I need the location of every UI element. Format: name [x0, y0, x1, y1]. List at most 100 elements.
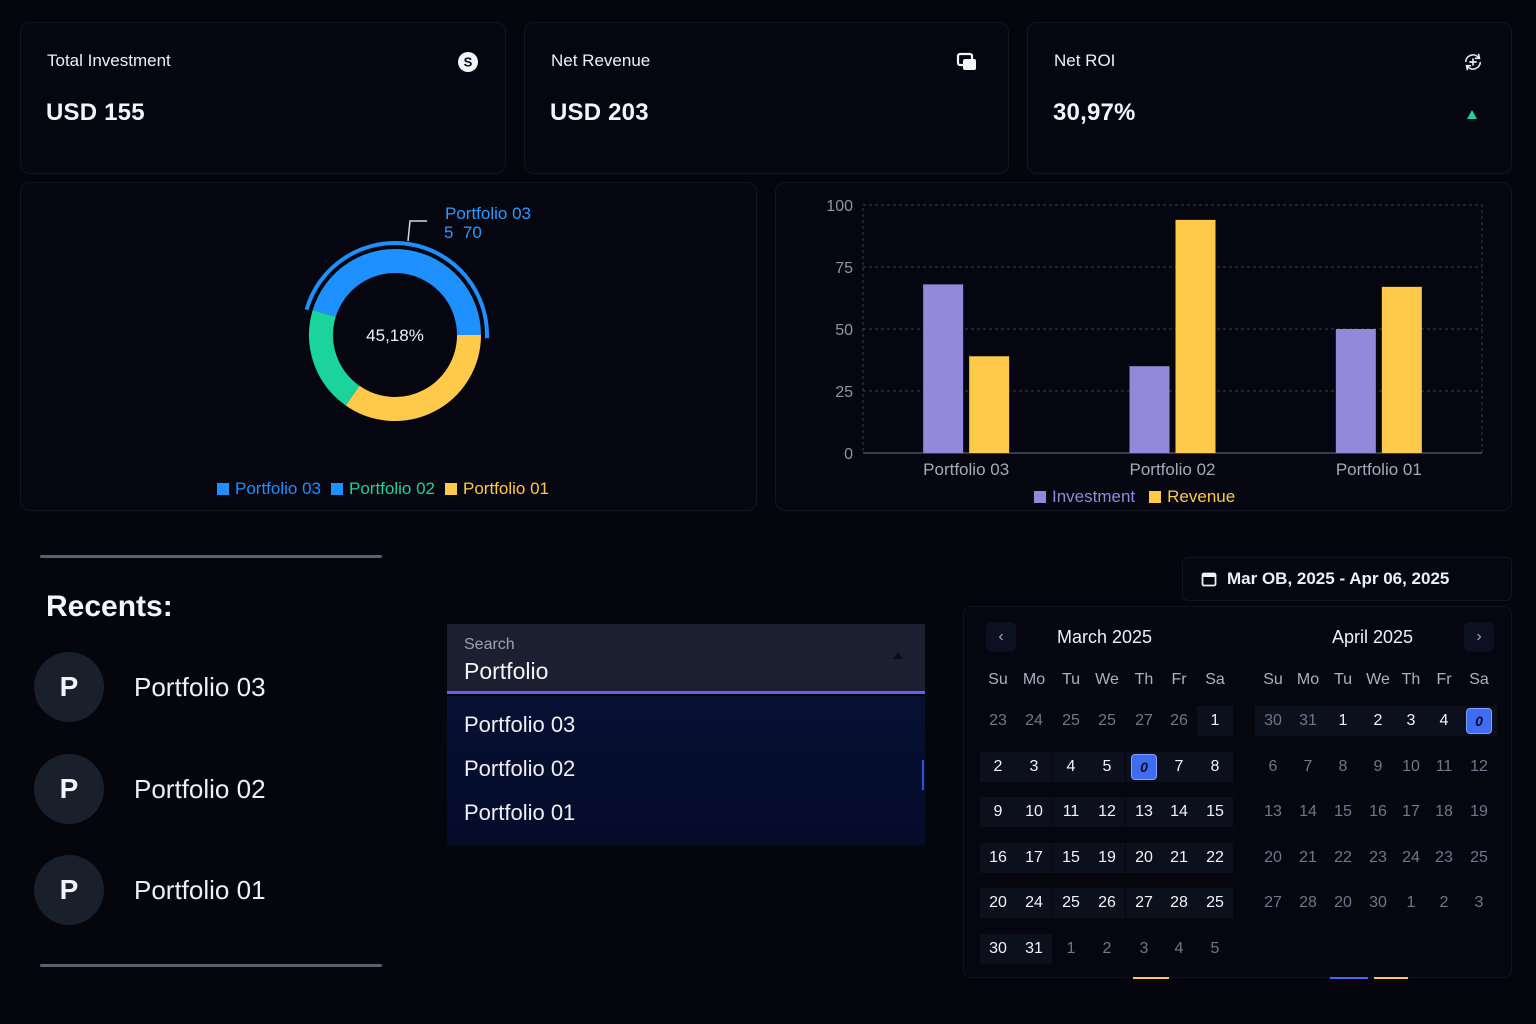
calendar-day[interactable]: 17 [1393, 797, 1429, 827]
calendar-day[interactable]: 1 [1393, 888, 1429, 918]
calendar-day[interactable]: 27 [1126, 706, 1162, 736]
calendar-day[interactable]: 11 [1053, 797, 1089, 827]
calendar-day[interactable]: 8 [1197, 751, 1233, 782]
calendar-day[interactable]: 30 [980, 933, 1016, 964]
calendar-day[interactable]: 14 [1290, 797, 1326, 827]
dropdown-scrollbar[interactable] [922, 760, 924, 790]
calendar-day[interactable]: 6 [1255, 752, 1291, 782]
calendar-day[interactable]: 3 [1016, 751, 1052, 782]
calendar-day[interactable]: 2 [1360, 706, 1396, 736]
calendar-day[interactable]: 1 [1197, 706, 1233, 736]
calendar-day[interactable]: 25 [1053, 888, 1089, 918]
calendar-day[interactable]: 1 [1053, 934, 1089, 964]
calendar-day[interactable]: 22 [1197, 842, 1233, 873]
recent-item[interactable]: P Portfolio 03 [34, 652, 266, 722]
calendar-day[interactable]: 9 [980, 797, 1016, 827]
bar-investment-portfolio-02[interactable] [1129, 366, 1170, 453]
legend-item-portfolio-02[interactable]: Portfolio 02 [331, 479, 435, 499]
calendar-day[interactable]: 5 [1197, 934, 1233, 964]
calendar-day[interactable]: 4 [1426, 706, 1462, 736]
bar-investment-portfolio-03[interactable] [923, 284, 964, 453]
calendar-day[interactable]: 0 [1126, 751, 1162, 782]
calendar-day[interactable]: 20 [1325, 888, 1361, 918]
calendar-day[interactable]: 25 [1461, 843, 1497, 873]
calendar-day[interactable]: 9 [1360, 752, 1396, 782]
calendar-day[interactable]: 23 [1426, 843, 1462, 873]
calendar-day[interactable]: 20 [980, 888, 1016, 918]
legend-item-investment[interactable]: Investment [1034, 487, 1135, 507]
calendar-day[interactable]: 15 [1197, 797, 1233, 827]
calendar-day[interactable]: 23 [980, 706, 1016, 736]
donut-segment-portfolio-03[interactable] [312, 249, 481, 336]
calendar-day[interactable]: 5 [1089, 751, 1125, 782]
calendar-day[interactable]: 3 [1126, 934, 1162, 964]
calendar-day[interactable]: 16 [1360, 797, 1396, 827]
calendar-day[interactable]: 14 [1161, 797, 1197, 827]
calendar-day[interactable]: 3 [1461, 888, 1497, 918]
calendar-day[interactable]: 11 [1426, 752, 1462, 782]
calendar-day[interactable]: 15 [1325, 797, 1361, 827]
bar-investment-portfolio-01[interactable] [1335, 329, 1376, 453]
calendar-day[interactable]: 21 [1161, 842, 1197, 873]
calendar-day[interactable]: 7 [1161, 751, 1197, 782]
calendar-day[interactable]: 30 [1360, 888, 1396, 918]
calendar-day[interactable]: 28 [1290, 888, 1326, 918]
calendar-day[interactable]: 31 [1016, 933, 1052, 964]
calendar-day[interactable]: 17 [1016, 842, 1052, 873]
calendar-day[interactable]: 24 [1393, 843, 1429, 873]
search-value[interactable]: Portfolio [464, 658, 549, 684]
calendar-day[interactable]: 7 [1290, 752, 1326, 782]
recent-item[interactable]: P Portfolio 02 [34, 754, 266, 824]
calendar-day[interactable]: 24 [1016, 706, 1052, 736]
calendar-day[interactable]: 15 [1053, 842, 1089, 873]
calendar-day[interactable]: 18 [1426, 797, 1462, 827]
calendar-day[interactable]: 12 [1089, 797, 1125, 827]
calendar-day[interactable]: 23 [1360, 843, 1396, 873]
calendar-day[interactable]: 0 [1461, 706, 1497, 736]
calendar-day[interactable]: 1 [1325, 706, 1361, 736]
calendar-day[interactable]: 27 [1126, 888, 1162, 918]
legend-item-portfolio-03[interactable]: Portfolio 03 [217, 479, 321, 499]
calendar-day[interactable]: 25 [1053, 706, 1089, 736]
calendar-day[interactable]: 16 [980, 842, 1016, 873]
calendar-day[interactable]: 12 [1461, 752, 1497, 782]
calendar-day[interactable]: 25 [1197, 888, 1233, 918]
calendar-day[interactable]: 4 [1161, 934, 1197, 964]
calendar-day[interactable]: 24 [1016, 888, 1052, 918]
chevron-right-icon[interactable]: › [1464, 622, 1494, 652]
legend-item-portfolio-01[interactable]: Portfolio 01 [445, 479, 549, 499]
calendar-day[interactable]: 20 [1126, 842, 1162, 873]
calendar-day[interactable]: 27 [1255, 888, 1291, 918]
search-input[interactable]: Search Portfolio [447, 624, 925, 694]
calendar-day[interactable]: 13 [1126, 797, 1162, 827]
caret-up-icon[interactable] [893, 652, 903, 659]
calendar-day[interactable]: 30 [1255, 706, 1291, 736]
calendar-day[interactable]: 2 [1089, 934, 1125, 964]
bar-revenue-portfolio-02[interactable] [1175, 219, 1216, 453]
legend-item-revenue[interactable]: Revenue [1149, 487, 1235, 507]
dropdown-option[interactable]: Portfolio 01 [464, 800, 576, 825]
calendar-day[interactable]: 31 [1290, 706, 1326, 736]
calendar-day[interactable]: 22 [1325, 843, 1361, 873]
calendar-day[interactable]: 13 [1255, 797, 1291, 827]
calendar-day[interactable]: 3 [1393, 706, 1429, 736]
calendar-day[interactable]: 2 [980, 751, 1016, 782]
calendar-day[interactable]: 25 [1089, 706, 1125, 736]
bar-revenue-portfolio-01[interactable] [1381, 286, 1422, 453]
donut-segment-portfolio-01[interactable] [345, 334, 481, 421]
recent-item[interactable]: P Portfolio 01 [34, 855, 266, 925]
calendar-day[interactable]: 20 [1255, 843, 1291, 873]
calendar-day[interactable]: 10 [1016, 797, 1052, 827]
calendar-day[interactable]: 21 [1290, 843, 1326, 873]
calendar-day[interactable]: 28 [1161, 888, 1197, 918]
bar-revenue-portfolio-03[interactable] [969, 356, 1010, 453]
chevron-left-icon[interactable]: ‹ [986, 622, 1016, 652]
calendar-day[interactable]: 26 [1089, 888, 1125, 918]
calendar-day[interactable]: 26 [1161, 706, 1197, 736]
calendar-day[interactable]: 8 [1325, 752, 1361, 782]
calendar-day[interactable]: 2 [1426, 888, 1462, 918]
calendar-day[interactable]: 19 [1461, 797, 1497, 827]
dropdown-option[interactable]: Portfolio 02 [464, 756, 576, 781]
calendar-day[interactable]: 19 [1089, 842, 1125, 873]
donut-segment-portfolio-02[interactable] [309, 309, 360, 406]
